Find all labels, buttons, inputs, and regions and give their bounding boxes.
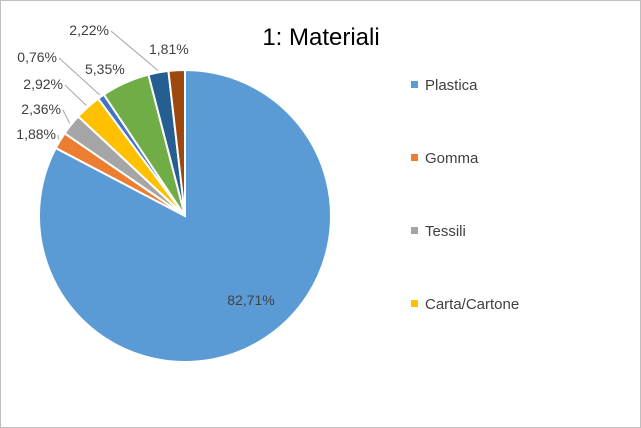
data-label-2: 1,88% bbox=[16, 126, 56, 142]
data-label-6: 5,35% bbox=[85, 61, 125, 77]
legend-swatch-3 bbox=[411, 227, 418, 234]
legend-swatch-4 bbox=[411, 300, 418, 307]
leader-lines bbox=[57, 30, 159, 140]
data-labels: 82,71% 1,88% 2,36% 2,92% 0,76% 5,35% 2,22% 1,81… bbox=[16, 22, 274, 308]
pie-slices bbox=[37, 68, 332, 363]
chart-title: 1: Materiali bbox=[262, 24, 379, 51]
leader-line-4 bbox=[64, 84, 87, 106]
pie-slice-8 bbox=[167, 68, 186, 217]
leader-line-7 bbox=[110, 30, 159, 71]
legend-swatch-1 bbox=[411, 81, 418, 88]
data-label-3: 2,36% bbox=[21, 101, 61, 117]
legend-label-3: Tessili bbox=[425, 223, 466, 240]
legend: Plastica Gomma Tessili Carta/Cartone bbox=[411, 77, 519, 313]
leader-line-5 bbox=[58, 57, 101, 96]
data-label-4: 2,92% bbox=[23, 76, 63, 92]
data-label-8: 1,81% bbox=[149, 41, 189, 57]
legend-swatch-2 bbox=[411, 154, 418, 161]
data-label-7: 2,22% bbox=[69, 22, 109, 38]
legend-label-4: Carta/Cartone bbox=[425, 296, 519, 313]
legend-label-1: Plastica bbox=[425, 77, 478, 94]
legend-label-2: Gomma bbox=[425, 150, 479, 167]
data-label-5: 0,76% bbox=[17, 49, 57, 65]
data-label-1: 82,71% bbox=[227, 292, 274, 308]
leader-line-3 bbox=[62, 109, 71, 124]
